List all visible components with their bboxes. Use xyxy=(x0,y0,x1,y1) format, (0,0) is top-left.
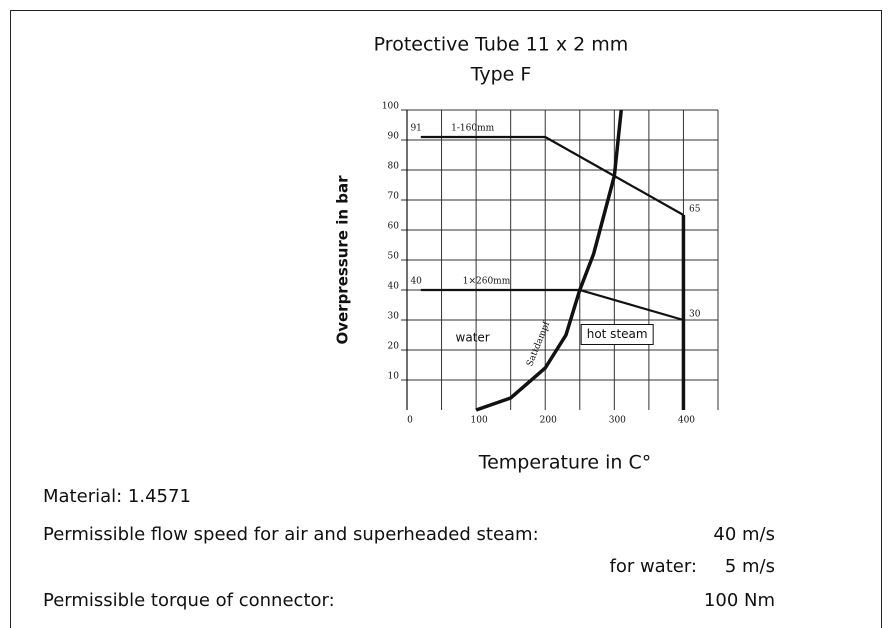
x-tick-label: 300 xyxy=(609,416,626,426)
x-axis-label: Temperature in C° xyxy=(478,452,652,474)
y-tick-label: 80 xyxy=(388,162,400,172)
material: Material: 1.4571 xyxy=(43,486,191,507)
y-tick-label: 60 xyxy=(388,222,400,232)
series-label: 1-160mm xyxy=(451,124,494,134)
annotation: water xyxy=(456,331,490,345)
y-tick-label: 30 xyxy=(388,312,400,322)
y-tick-label: 10 xyxy=(388,372,400,382)
spec-label: Permissible torque of connector: xyxy=(43,590,335,611)
spec-label: for water: xyxy=(609,556,697,577)
y-tick-label: 70 xyxy=(388,192,400,202)
y-tick-label: 90 xyxy=(388,132,400,142)
data-label: 91 xyxy=(410,124,421,134)
spec-value: 5 m/s xyxy=(725,556,775,577)
x-tick-label: 400 xyxy=(678,416,695,426)
x-tick-label: 100 xyxy=(471,416,488,426)
y-tick-label: 50 xyxy=(388,252,400,262)
annotation: hot steam xyxy=(587,327,648,341)
series-line xyxy=(475,109,623,412)
series-label: 1×260mm xyxy=(463,277,511,287)
data-label: 40 xyxy=(410,277,422,287)
data-label: 65 xyxy=(689,205,701,215)
y-tick-label: 100 xyxy=(382,102,399,112)
y-axis-label: Overpressure in bar xyxy=(334,175,352,345)
data-label: 30 xyxy=(689,310,701,320)
series-line xyxy=(420,288,684,322)
x-tick-label: 200 xyxy=(540,416,557,426)
y-tick-label: 40 xyxy=(388,282,400,292)
spec-value: 100 Nm xyxy=(704,590,775,611)
y-tick-label: 20 xyxy=(388,342,400,352)
spec-label: Permissible flow speed for air and super… xyxy=(43,524,539,545)
title-line: Protective Tube 11 x 2 mm xyxy=(374,34,629,56)
x-tick-label: 0 xyxy=(407,416,413,426)
frame xyxy=(10,10,882,628)
annotation-box xyxy=(580,324,654,345)
spec-value: 40 m/s xyxy=(713,524,775,545)
title-line: Type F xyxy=(470,64,532,86)
series-line xyxy=(420,135,684,216)
